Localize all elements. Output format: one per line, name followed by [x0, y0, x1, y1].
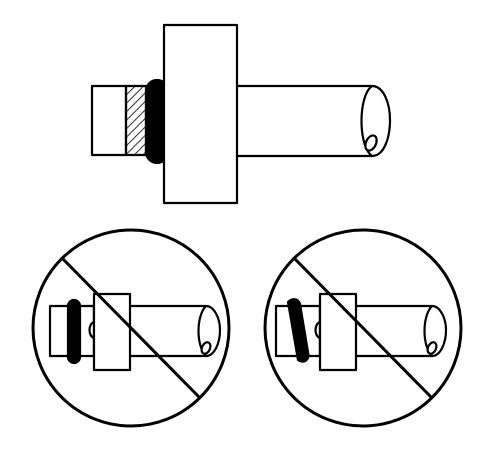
tube-opening	[364, 134, 378, 152]
o-ring	[66, 298, 82, 365]
tube-opening	[426, 341, 438, 355]
hex-body	[92, 292, 132, 372]
fitting-stub	[90, 84, 128, 157]
tube-body	[130, 304, 222, 358]
tube-opening	[200, 341, 212, 355]
tube-body	[236, 84, 392, 158]
hex-body	[162, 23, 239, 205]
prohibition-slash	[60, 256, 202, 400]
hex-body	[318, 292, 358, 372]
backup-ring	[124, 84, 148, 157]
correct-assembly	[90, 23, 392, 205]
prohibition-slash	[292, 256, 434, 400]
prohibited-assembly-left	[31, 228, 231, 428]
twisted-o-ring	[286, 298, 310, 363]
tube-break-line	[360, 85, 373, 157]
prohibited-assembly-right	[263, 228, 463, 428]
